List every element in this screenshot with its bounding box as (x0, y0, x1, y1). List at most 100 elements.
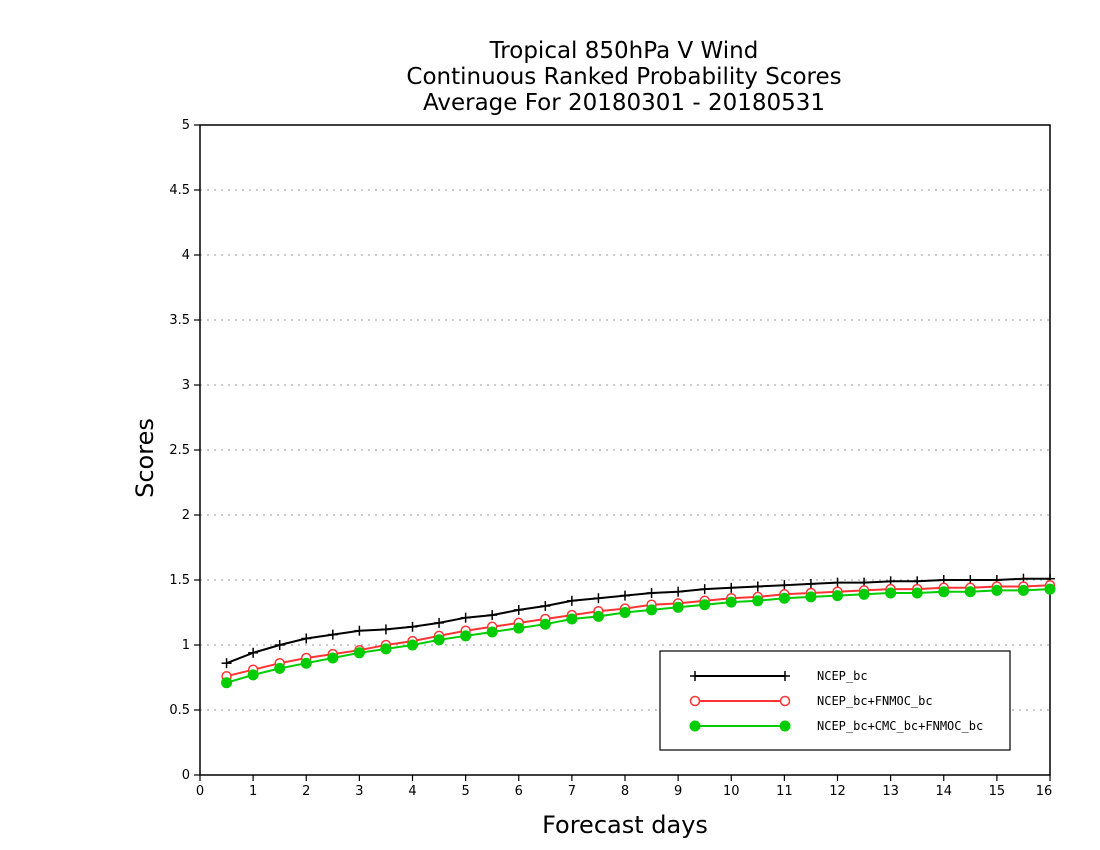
series-2 (221, 583, 1056, 689)
y-tick-label: 2 (182, 508, 190, 523)
data-point-filled-circle (619, 607, 631, 618)
x-tick-label: 14 (935, 784, 952, 799)
data-point-plus (832, 577, 843, 588)
data-point-plus (752, 581, 763, 592)
legend: NCEP_bc NCEP_bc+FNMOC_bc NCEP_bc+CMC_bc+FN… (659, 650, 1011, 751)
data-point-plus (354, 625, 365, 636)
y-tick-label: 0 (182, 768, 190, 783)
x-tick-label: 0 (196, 784, 204, 799)
data-point-plus (779, 580, 790, 591)
y-tick-label: 3.5 (169, 313, 190, 328)
data-point-filled-circle (832, 590, 843, 602)
x-tick-label: 10 (723, 784, 740, 799)
data-point-filled-circle (672, 601, 684, 613)
x-axis-label: Forecast days (542, 811, 708, 839)
y-tick-label: 4.5 (169, 183, 190, 198)
data-point-plus (248, 647, 259, 658)
data-point-filled-circle (779, 720, 791, 732)
data-point-plus (274, 640, 285, 650)
data-point-plus (566, 595, 577, 606)
data-point-plus (301, 633, 312, 644)
data-point-plus (780, 671, 790, 681)
chart-title-line: Tropical 850hPa V Wind (489, 38, 759, 64)
y-tick-label: 3 (182, 378, 190, 393)
data-point-plus (460, 612, 471, 623)
data-point-filled-circle (964, 586, 976, 598)
y-tick-label: 2.5 (169, 443, 190, 458)
x-tick-label: 6 (515, 784, 523, 799)
chart-title-line: Average For 20180301 - 20180531 (423, 90, 825, 116)
data-point-filled-circle (460, 630, 472, 642)
data-point-open-circle (689, 695, 701, 707)
legend-entry: NCEP_bc (690, 669, 868, 683)
data-point-filled-circle (646, 604, 658, 616)
y-axis-label: Scores (131, 418, 159, 498)
data-point-filled-circle (566, 613, 578, 625)
data-point-filled-circle (592, 610, 604, 622)
data-point-plus (726, 582, 737, 593)
data-point-filled-circle (938, 586, 950, 598)
data-point-filled-circle (805, 591, 817, 603)
data-point-filled-circle (991, 584, 1003, 596)
x-tick-label: 2 (302, 784, 310, 799)
data-point-plus (699, 584, 710, 595)
data-point-filled-circle (327, 652, 339, 664)
data-point-filled-circle (300, 657, 312, 669)
data-point-filled-circle (433, 634, 445, 646)
data-point-filled-circle (725, 596, 737, 608)
y-tick-label: 1.5 (169, 573, 190, 588)
data-point-plus (620, 590, 630, 601)
x-tick-label: 7 (568, 784, 576, 799)
gridlines (200, 189, 1050, 711)
x-tick-label: 15 (989, 784, 1006, 799)
y-tick-label: 1 (182, 638, 190, 653)
x-tick-label: 5 (461, 784, 469, 799)
data-point-plus (513, 604, 524, 615)
x-tick-label: 9 (674, 784, 682, 799)
data-point-filled-circle (353, 647, 365, 659)
data-point-plus (327, 629, 338, 640)
data-point-filled-circle (486, 626, 498, 638)
data-point-filled-circle (911, 587, 923, 599)
x-tick-label: 8 (621, 784, 629, 799)
data-point-plus (407, 621, 418, 632)
x-tick-label: 11 (776, 784, 793, 799)
x-tick-label: 4 (408, 784, 416, 799)
data-point-plus (540, 601, 551, 611)
data-point-filled-circle (513, 622, 525, 634)
chart-title-line: Continuous Ranked Probability Scores (406, 64, 841, 90)
data-point-open-circle (779, 695, 791, 707)
series-0 (221, 573, 1055, 669)
series-lines (221, 573, 1056, 689)
data-point-filled-circle (885, 587, 897, 599)
data-point-plus (593, 593, 604, 604)
legend-label: NCEP_bc (817, 669, 868, 683)
data-point-filled-circle (689, 720, 701, 732)
data-point-plus (690, 671, 700, 681)
x-tick-label: 1 (249, 784, 257, 799)
data-point-plus (673, 586, 684, 597)
data-point-plus (805, 578, 816, 589)
legend-entry: NCEP_bc+FNMOC_bc (689, 694, 933, 708)
data-point-filled-circle (539, 618, 551, 630)
data-point-plus (487, 610, 498, 621)
data-point-plus (380, 624, 391, 635)
data-point-filled-circle (699, 599, 711, 611)
data-point-filled-circle (778, 592, 790, 604)
data-point-plus (646, 588, 657, 598)
y-tick-label: 5 (182, 118, 190, 133)
legend-label: NCEP_bc+CMC_bc+FNMOC_bc (817, 719, 983, 733)
data-point-filled-circle (247, 669, 259, 681)
data-point-filled-circle (380, 643, 392, 655)
data-point-filled-circle (221, 677, 233, 689)
x-tick-label: 3 (355, 784, 363, 799)
data-point-filled-circle (1044, 583, 1056, 595)
data-point-filled-circle (858, 588, 870, 600)
data-point-filled-circle (274, 662, 286, 674)
data-point-plus (434, 617, 445, 628)
legend-label: NCEP_bc+FNMOC_bc (817, 694, 933, 708)
data-point-filled-circle (407, 639, 418, 651)
data-point-filled-circle (752, 595, 764, 607)
